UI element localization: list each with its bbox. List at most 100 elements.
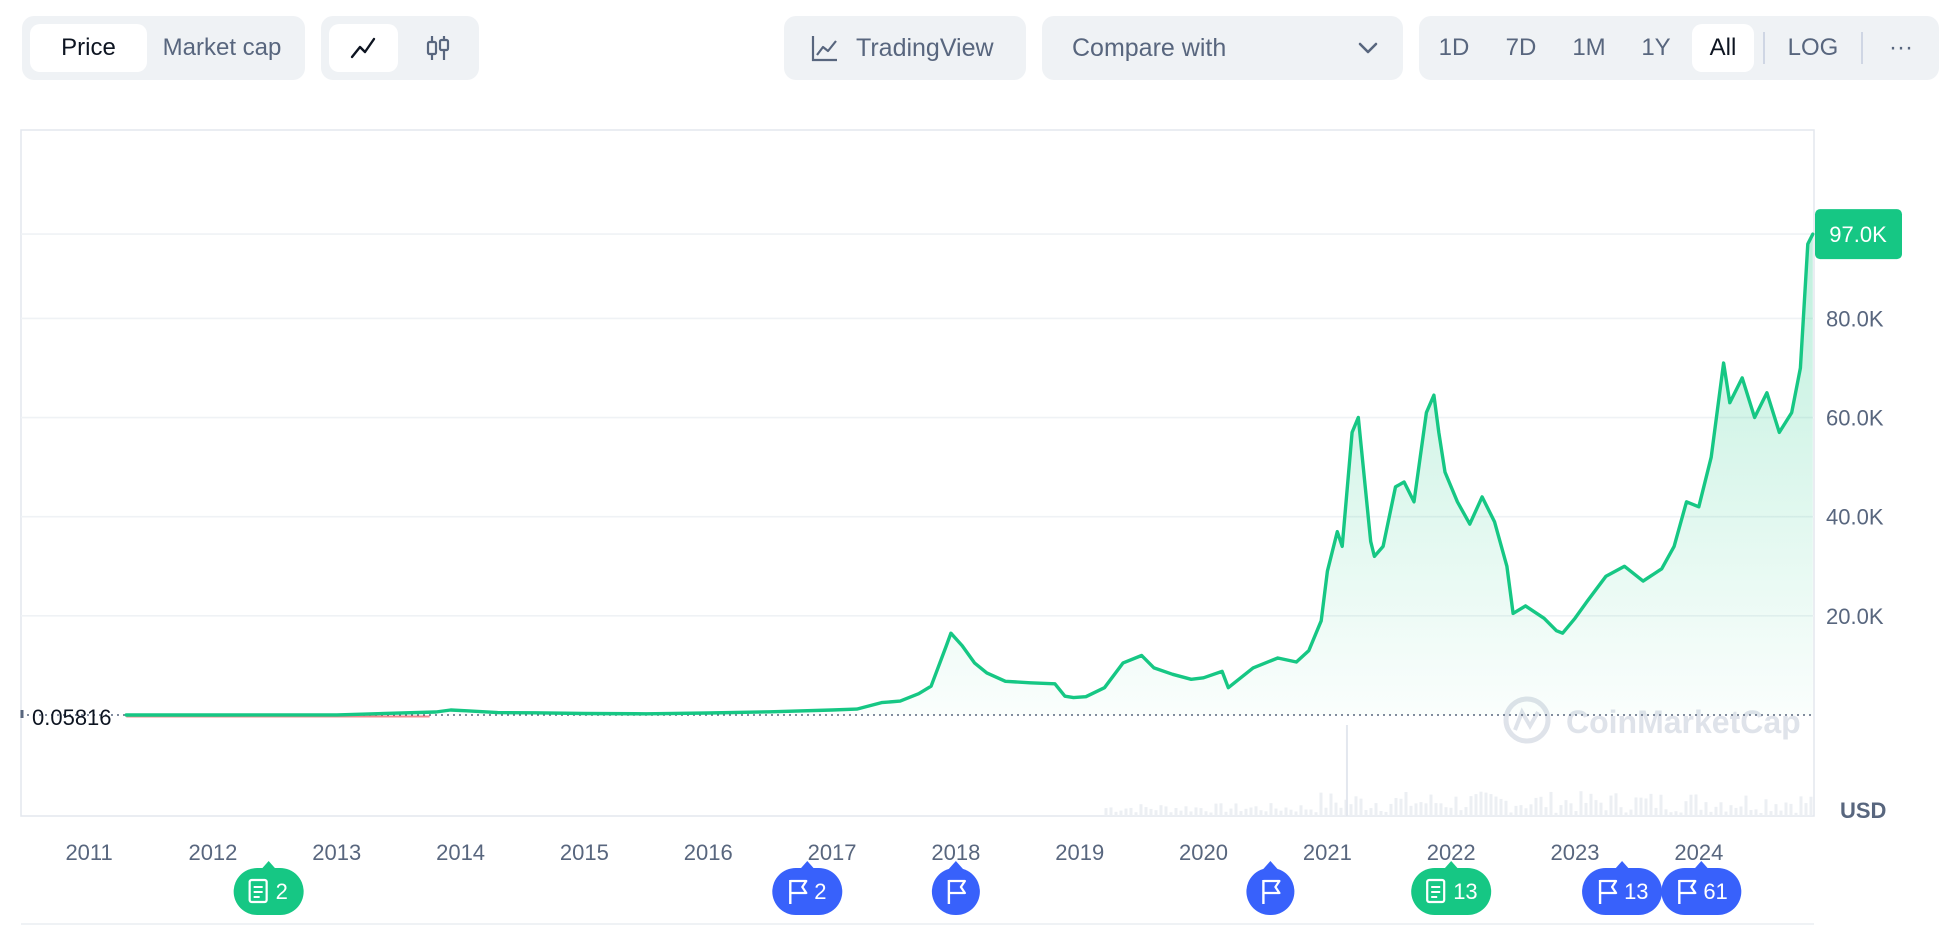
- volume-bar: [1314, 812, 1318, 816]
- event-marker-news[interactable]: 13: [1411, 861, 1492, 915]
- x-tick-label: 2022: [1427, 840, 1476, 865]
- volume-bar: [1259, 810, 1263, 816]
- chevron-down-icon: [1358, 42, 1378, 54]
- event-marker-milestone[interactable]: 2: [772, 861, 843, 915]
- volume-bar: [1394, 798, 1398, 816]
- volume-bar: [1714, 806, 1718, 816]
- volume-bar: [1524, 808, 1528, 816]
- volume-bar: [1114, 811, 1118, 816]
- event-marker-pointer: [947, 861, 964, 870]
- volume-bar: [1269, 803, 1273, 816]
- volume-bar: [1324, 807, 1328, 816]
- volume-bar: [1404, 791, 1408, 816]
- plot-frame: [20, 129, 1815, 817]
- line-chart-icon: [350, 37, 376, 59]
- volume-bar: [1429, 794, 1433, 816]
- x-tick-label: 2021: [1303, 840, 1352, 865]
- range-1d-button[interactable]: 1D: [1438, 34, 1470, 61]
- volume-bar: [1419, 802, 1423, 816]
- market-cap-tab[interactable]: Market cap: [162, 34, 282, 61]
- volume-bar: [1609, 795, 1613, 816]
- range-1y-button[interactable]: 1Y: [1641, 34, 1671, 61]
- compare-with-dropdown[interactable]: Compare with: [1042, 16, 1403, 80]
- volume-bar: [1549, 791, 1553, 816]
- event-marker-milestone[interactable]: 13: [1582, 861, 1663, 915]
- volume-bar: [1584, 802, 1588, 816]
- event-marker-milestone[interactable]: [1246, 861, 1295, 915]
- volume-bar: [1384, 811, 1388, 816]
- candlestick-icon: [426, 36, 450, 60]
- x-tick-label: 2015: [560, 840, 609, 865]
- volume-bar: [1754, 809, 1758, 816]
- volume-bar: [1704, 802, 1708, 816]
- volume-bar: [1534, 797, 1538, 816]
- line-chart-button[interactable]: [329, 24, 398, 72]
- range-7d-button[interactable]: 7D: [1505, 34, 1537, 61]
- volume-bar: [1639, 797, 1643, 816]
- event-count-label: 13: [1624, 879, 1648, 904]
- volume-bar: [1649, 793, 1653, 816]
- volume-bar: [1319, 792, 1323, 816]
- y-tick-label: 20.0K: [1826, 604, 1884, 629]
- event-marker-pointer: [1614, 861, 1631, 870]
- volume-bar: [1294, 811, 1298, 816]
- volume-bar: [1719, 802, 1723, 816]
- event-marker-pill: [1411, 868, 1492, 915]
- volume-bar: [1699, 809, 1703, 816]
- volume-bar: [1769, 811, 1773, 816]
- tradingview-chart-icon: [811, 36, 837, 62]
- event-marker-milestone[interactable]: 61: [1661, 861, 1742, 915]
- volume-bar: [1579, 791, 1583, 816]
- volume-bar: [1414, 803, 1418, 816]
- volume-bar: [1679, 812, 1683, 816]
- price-tab[interactable]: Price: [30, 24, 147, 72]
- log-scale-button[interactable]: LOG: [1787, 34, 1839, 61]
- volume-bar: [1199, 808, 1203, 816]
- x-tick-label: 2012: [188, 840, 237, 865]
- y-tick-label: 80.0K: [1826, 306, 1884, 331]
- volume-bar: [1254, 806, 1258, 816]
- current-price-label: 97.0K: [1829, 222, 1887, 247]
- volume-bar: [1309, 809, 1313, 816]
- volume-bar: [1364, 810, 1368, 816]
- volume-bar: [1454, 796, 1458, 816]
- volume-bar: [1354, 796, 1358, 816]
- volume-bar: [1504, 800, 1508, 816]
- volume-bar: [1469, 796, 1473, 816]
- volume-bar: [1134, 812, 1138, 816]
- volume-bar: [1219, 803, 1223, 816]
- volume-bar: [1499, 798, 1503, 816]
- volume-bar: [1614, 793, 1618, 816]
- more-options-button[interactable]: ···: [1889, 34, 1913, 61]
- range-all-button[interactable]: All: [1692, 24, 1754, 72]
- volume-bar: [1144, 807, 1148, 816]
- volume-bar: [1204, 811, 1208, 816]
- volume-bar: [1484, 792, 1488, 816]
- volume-bar: [1659, 794, 1663, 816]
- candlestick-button[interactable]: [406, 24, 471, 72]
- range-divider: [1763, 32, 1765, 64]
- volume-bar: [1764, 799, 1768, 816]
- volume-bar: [1794, 812, 1798, 816]
- volume-bar: [1489, 794, 1493, 816]
- volume-bar: [1369, 808, 1373, 816]
- tradingview-button[interactable]: TradingView: [784, 16, 1026, 80]
- volume-bar: [1689, 794, 1693, 816]
- volume-bar: [1459, 810, 1463, 816]
- x-tick-label: 2017: [808, 840, 857, 865]
- volume-bar: [1509, 812, 1513, 816]
- volume-bar: [1399, 798, 1403, 816]
- volume-bar: [1299, 805, 1303, 816]
- event-marker-news[interactable]: 2: [233, 861, 304, 915]
- volume-bar: [1284, 807, 1288, 816]
- volume-bar: [1439, 803, 1443, 816]
- volume-bar: [1474, 794, 1478, 816]
- range-1m-button[interactable]: 1M: [1572, 34, 1606, 61]
- event-marker-pointer: [1262, 861, 1279, 870]
- current-price-tag: 97.0K: [1815, 209, 1902, 260]
- volume-bar: [1464, 807, 1468, 816]
- event-marker-pill: [1582, 868, 1663, 915]
- volume-bar: [1589, 793, 1593, 816]
- event-count-label: 2: [276, 879, 288, 904]
- event-marker-milestone[interactable]: [931, 861, 980, 915]
